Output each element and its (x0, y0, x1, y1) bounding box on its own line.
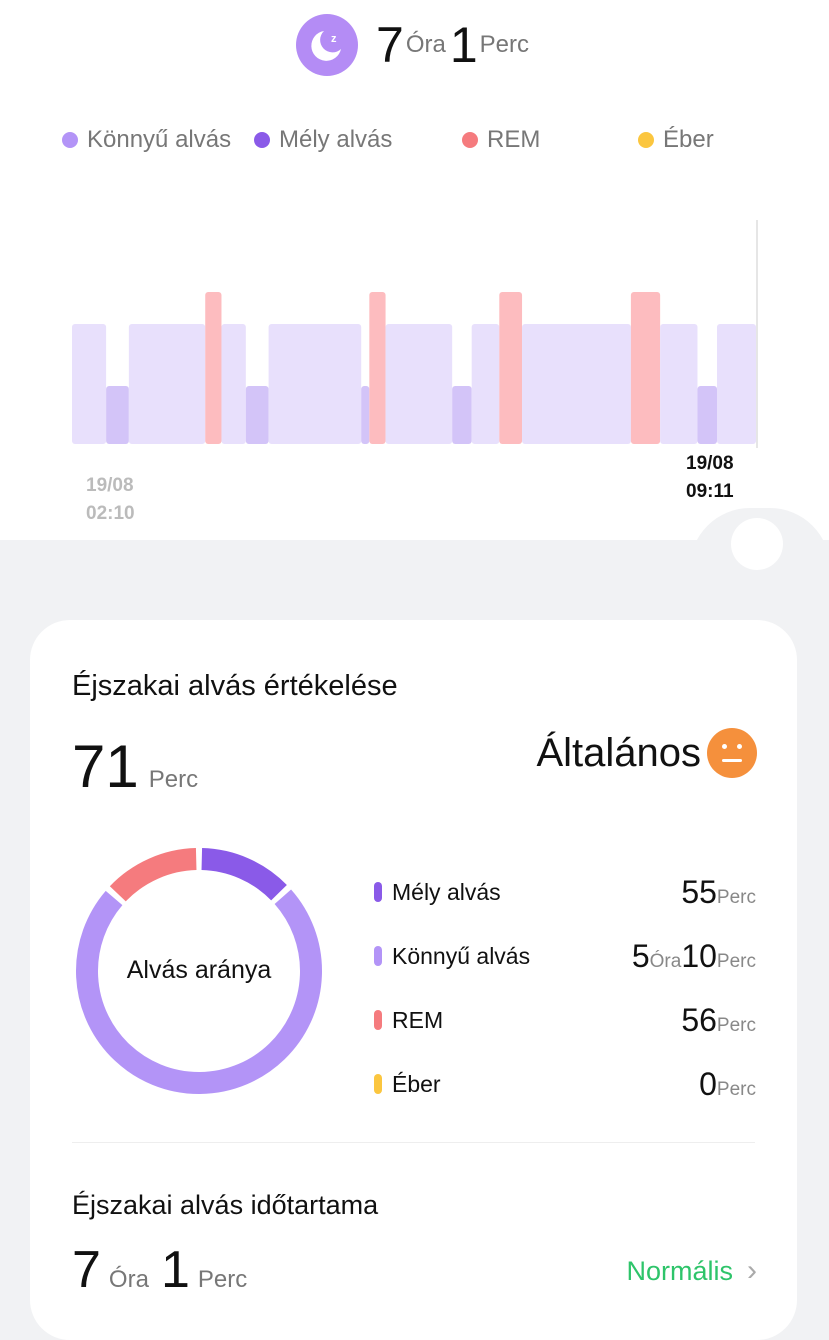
donut-label: Alvás aránya (126, 956, 272, 984)
duration-hours: 7 (72, 1241, 101, 1299)
duration-minutes: 1 (160, 1241, 190, 1299)
value-unit: Perc (716, 1078, 756, 1100)
segment-light[interactable] (660, 324, 698, 444)
value-number: 56 (681, 1001, 717, 1038)
sleep-stage-chart[interactable] (0, 210, 829, 460)
sleep-duration: 7 Óra 1 Perc (72, 1240, 259, 1300)
legend-item-deep: Mély alvás (254, 126, 392, 154)
segment-light[interactable] (385, 324, 453, 444)
segment-rem[interactable] (205, 292, 222, 444)
stage-value: 0 Perc (699, 1066, 756, 1103)
duration-hours-unit: Óra (108, 1266, 149, 1293)
legend-label: REM (487, 126, 541, 153)
stage-row: Éber 0 Perc (374, 1052, 756, 1116)
segment-deep[interactable] (106, 386, 129, 444)
evaluation-title: Éjszakai alvás értékelése (72, 670, 398, 702)
chevron-right-icon: › (747, 1254, 757, 1287)
score-unit: Perc (148, 766, 199, 793)
stage-breakdown-list: Mély alvás 55 Perc Könnyű alvás 5 Óra 10 Perc RE… (374, 860, 756, 1116)
value-number: 5 (631, 937, 650, 974)
legend-dot (462, 132, 478, 148)
value-number: 0 (699, 1065, 717, 1102)
stage-row: Könnyű alvás 5 Óra 10 Perc (374, 924, 756, 988)
chart-legend: Könnyű alvás Mély alvás REM Éber (62, 126, 762, 156)
sleep-rating: Általános (536, 728, 757, 778)
segment-deep[interactable] (452, 386, 472, 444)
stage-value: 5 Óra 10 Perc (632, 938, 756, 975)
value-unit: Perc (716, 950, 756, 972)
stage-color-bar (374, 1074, 382, 1094)
neutral-face-icon (707, 728, 757, 778)
segment-deep[interactable] (361, 386, 370, 444)
legend-dot (62, 132, 78, 148)
legend-dot (638, 132, 654, 148)
duration-status: Normális (626, 1255, 733, 1286)
segment-light[interactable] (128, 324, 206, 444)
stage-label: Mély alvás (392, 878, 501, 905)
segment-light[interactable] (72, 324, 107, 444)
duration-minutes-unit: Perc (197, 1266, 248, 1293)
divider (72, 1142, 755, 1143)
segment-light[interactable] (268, 324, 362, 444)
total-minutes: 1 (449, 17, 478, 73)
hours-unit: Óra (405, 31, 446, 58)
drag-handle[interactable] (731, 518, 783, 570)
total-sleep-header: z 7 Óra 1 Perc (0, 14, 829, 76)
stage-row: Mély alvás 55 Perc (374, 860, 756, 924)
segment-light[interactable] (471, 324, 500, 444)
sleep-score: 71 Perc (72, 732, 198, 801)
stage-label: Éber (392, 1070, 441, 1097)
minutes-unit: Perc (479, 31, 529, 58)
duration-status-link[interactable]: Normális › (626, 1254, 757, 1288)
sleep-chart-panel (0, 0, 829, 540)
total-hours: 7 (376, 17, 404, 73)
legend-item-light: Könnyű alvás (62, 126, 231, 154)
stage-label: REM (392, 1006, 444, 1033)
legend-label: Mély alvás (279, 126, 393, 153)
segment-rem[interactable] (499, 292, 523, 444)
value-number: 55 (681, 873, 717, 910)
score-value: 71 (72, 733, 139, 800)
stage-color-bar (374, 882, 382, 902)
donut-slice (109, 848, 197, 902)
legend-item-rem: REM (462, 126, 540, 154)
segment-deep[interactable] (245, 386, 269, 444)
legend-dot (254, 132, 270, 148)
segment-deep[interactable] (697, 386, 718, 444)
sleep-ratio-donut (76, 848, 322, 1094)
duration-title: Éjszakai alvás időtartama (72, 1190, 379, 1220)
segment-rem[interactable] (369, 292, 386, 444)
donut-slice (201, 848, 287, 901)
start-time-label: 19/08 02:10 (86, 475, 135, 524)
legend-item-awake: Éber (638, 126, 714, 154)
segment-light[interactable] (522, 324, 631, 444)
segment-rem[interactable] (630, 292, 661, 444)
donut-slice (76, 889, 322, 1094)
stage-value: 55 Perc (681, 874, 756, 911)
legend-label: Éber (663, 126, 714, 153)
moon-sleep-icon: z (296, 14, 358, 76)
svg-text:z: z (331, 33, 337, 45)
segment-light[interactable] (717, 324, 756, 444)
value-number: 10 (681, 937, 717, 974)
stage-color-bar (374, 946, 382, 966)
stage-row: REM 56 Perc (374, 988, 756, 1052)
legend-label: Könnyű alvás (87, 126, 232, 153)
value-unit: Perc (716, 1014, 756, 1036)
value-unit: Óra (649, 950, 682, 972)
rating-label: Általános (536, 730, 701, 775)
stage-value: 56 Perc (681, 1002, 756, 1039)
end-time-label: 19/08 09:11 (686, 453, 734, 502)
stage-label: Könnyű alvás (392, 942, 531, 969)
segment-light[interactable] (221, 324, 246, 444)
stage-color-bar (374, 1010, 382, 1030)
sleep-evaluation-card: Éjszakai alvás értékelése 71 Perc Általá… (30, 620, 797, 1340)
value-unit: Perc (716, 886, 756, 908)
